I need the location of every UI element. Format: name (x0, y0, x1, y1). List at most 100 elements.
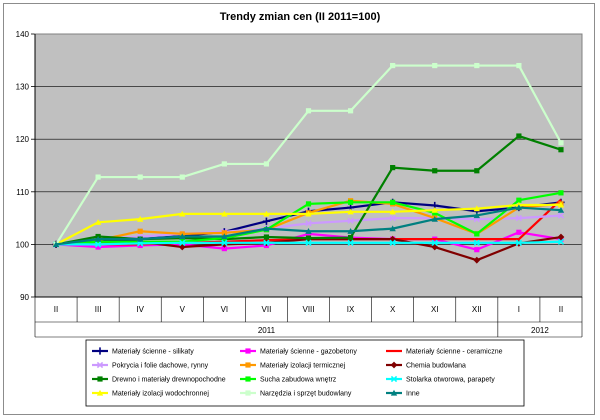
data-point (136, 235, 144, 242)
data-point (347, 228, 354, 234)
data-point (137, 228, 143, 234)
data-point (221, 161, 227, 167)
data-point (557, 207, 565, 213)
x-tick-label: IV (136, 305, 144, 314)
data-point (516, 197, 522, 203)
data-point (474, 62, 480, 69)
data-point (305, 201, 312, 207)
legend-label: Inne (406, 391, 420, 398)
data-point (263, 225, 270, 232)
data-point (262, 217, 271, 225)
data-point (389, 225, 396, 232)
data-point (515, 239, 523, 246)
data-point (347, 234, 354, 241)
data-point (245, 390, 251, 396)
data-point (390, 389, 398, 396)
data-point (389, 239, 396, 246)
legend-item: Materiały ścienne - gazobetony (240, 348, 357, 356)
x-tick-label: VIII (302, 305, 314, 314)
series-11 (52, 204, 565, 247)
data-point (558, 147, 564, 153)
data-point (136, 215, 144, 222)
x-tick-label: III (95, 305, 102, 314)
plot-area (35, 34, 582, 297)
data-point (347, 239, 354, 246)
data-point (431, 239, 438, 246)
data-point (390, 199, 396, 205)
data-point (305, 220, 312, 227)
data-point (94, 219, 102, 225)
data-point (95, 244, 101, 250)
data-point (263, 234, 270, 240)
data-point (474, 231, 480, 237)
y-tick-label: 130 (16, 83, 30, 92)
data-point (557, 201, 565, 208)
data-point (473, 256, 481, 264)
legend-item: Materiały izolacji wodochronnej (92, 389, 209, 398)
data-point (347, 108, 354, 114)
data-point (221, 246, 227, 252)
data-point (137, 174, 143, 180)
data-point (245, 348, 251, 354)
data-point (558, 140, 564, 146)
year-label: 2011 (258, 326, 276, 335)
data-point (179, 239, 186, 246)
x-tick-label: VII (262, 305, 272, 314)
series-8 (52, 238, 565, 248)
data-point (95, 174, 101, 180)
y-tick-label: 110 (16, 188, 29, 197)
data-point (390, 375, 398, 383)
legend-item: Drewno i materiały drewnopochodne (92, 376, 226, 384)
data-point (558, 190, 564, 196)
data-point (94, 241, 102, 248)
x-tick-label: IX (347, 305, 355, 314)
legend-item: Stolarka otworowa, parapety (386, 375, 495, 384)
data-point (557, 238, 565, 245)
legend-label: Drewno i materiały drewnopochodne (112, 377, 226, 384)
data-point (263, 161, 270, 167)
data-point (347, 199, 354, 205)
data-point (473, 212, 481, 219)
x-tick-label: X (390, 305, 396, 314)
data-point (515, 214, 523, 222)
series-10 (53, 62, 564, 247)
data-point (473, 239, 480, 246)
legend-item: Chemia budowlana (386, 361, 466, 370)
legend-label: Chemia budowlana (406, 363, 466, 370)
y-tick-label: 120 (16, 135, 30, 144)
data-point (263, 239, 270, 246)
data-point (432, 168, 438, 174)
legend-label: Materiały izolacji termicznej (260, 363, 346, 370)
legend-label: Materiały ścienne - ceramiczne (406, 349, 503, 356)
data-point (179, 233, 186, 240)
legend-item: Pokrycia i folie dachowe, rynny (92, 361, 209, 370)
x-tick-label: II (559, 305, 563, 314)
data-point (515, 204, 523, 211)
data-point (390, 361, 398, 369)
data-point (137, 239, 143, 245)
data-point (221, 230, 227, 236)
chart-title: Trendy zmian cen (II 2011=100) (220, 11, 381, 23)
data-point (245, 362, 251, 368)
legend-label: Pokrycia i folie dachowe, rynny (112, 363, 209, 370)
x-tick-label: XI (431, 305, 439, 314)
data-point (221, 210, 228, 217)
data-point (473, 205, 481, 212)
legend-label: Narzędzia i sprzęt budowlany (260, 391, 352, 398)
legend-item: Materiały ścienne - silikaty (92, 347, 194, 356)
data-point (305, 210, 312, 217)
legend-item: Narzędzia i sprzęt budowlany (240, 390, 352, 398)
legend-label: Sucha zabudowa wnętrz (260, 377, 337, 384)
data-point (557, 212, 565, 219)
data-point (96, 361, 104, 369)
data-point (97, 376, 103, 382)
year-label: 2012 (531, 326, 549, 335)
data-point (96, 347, 104, 355)
data-point (389, 208, 396, 215)
data-point (305, 228, 312, 234)
data-point (245, 376, 251, 382)
data-point (390, 62, 396, 69)
y-tick-label: 140 (16, 30, 30, 39)
data-point (221, 233, 228, 240)
data-point (557, 233, 565, 241)
